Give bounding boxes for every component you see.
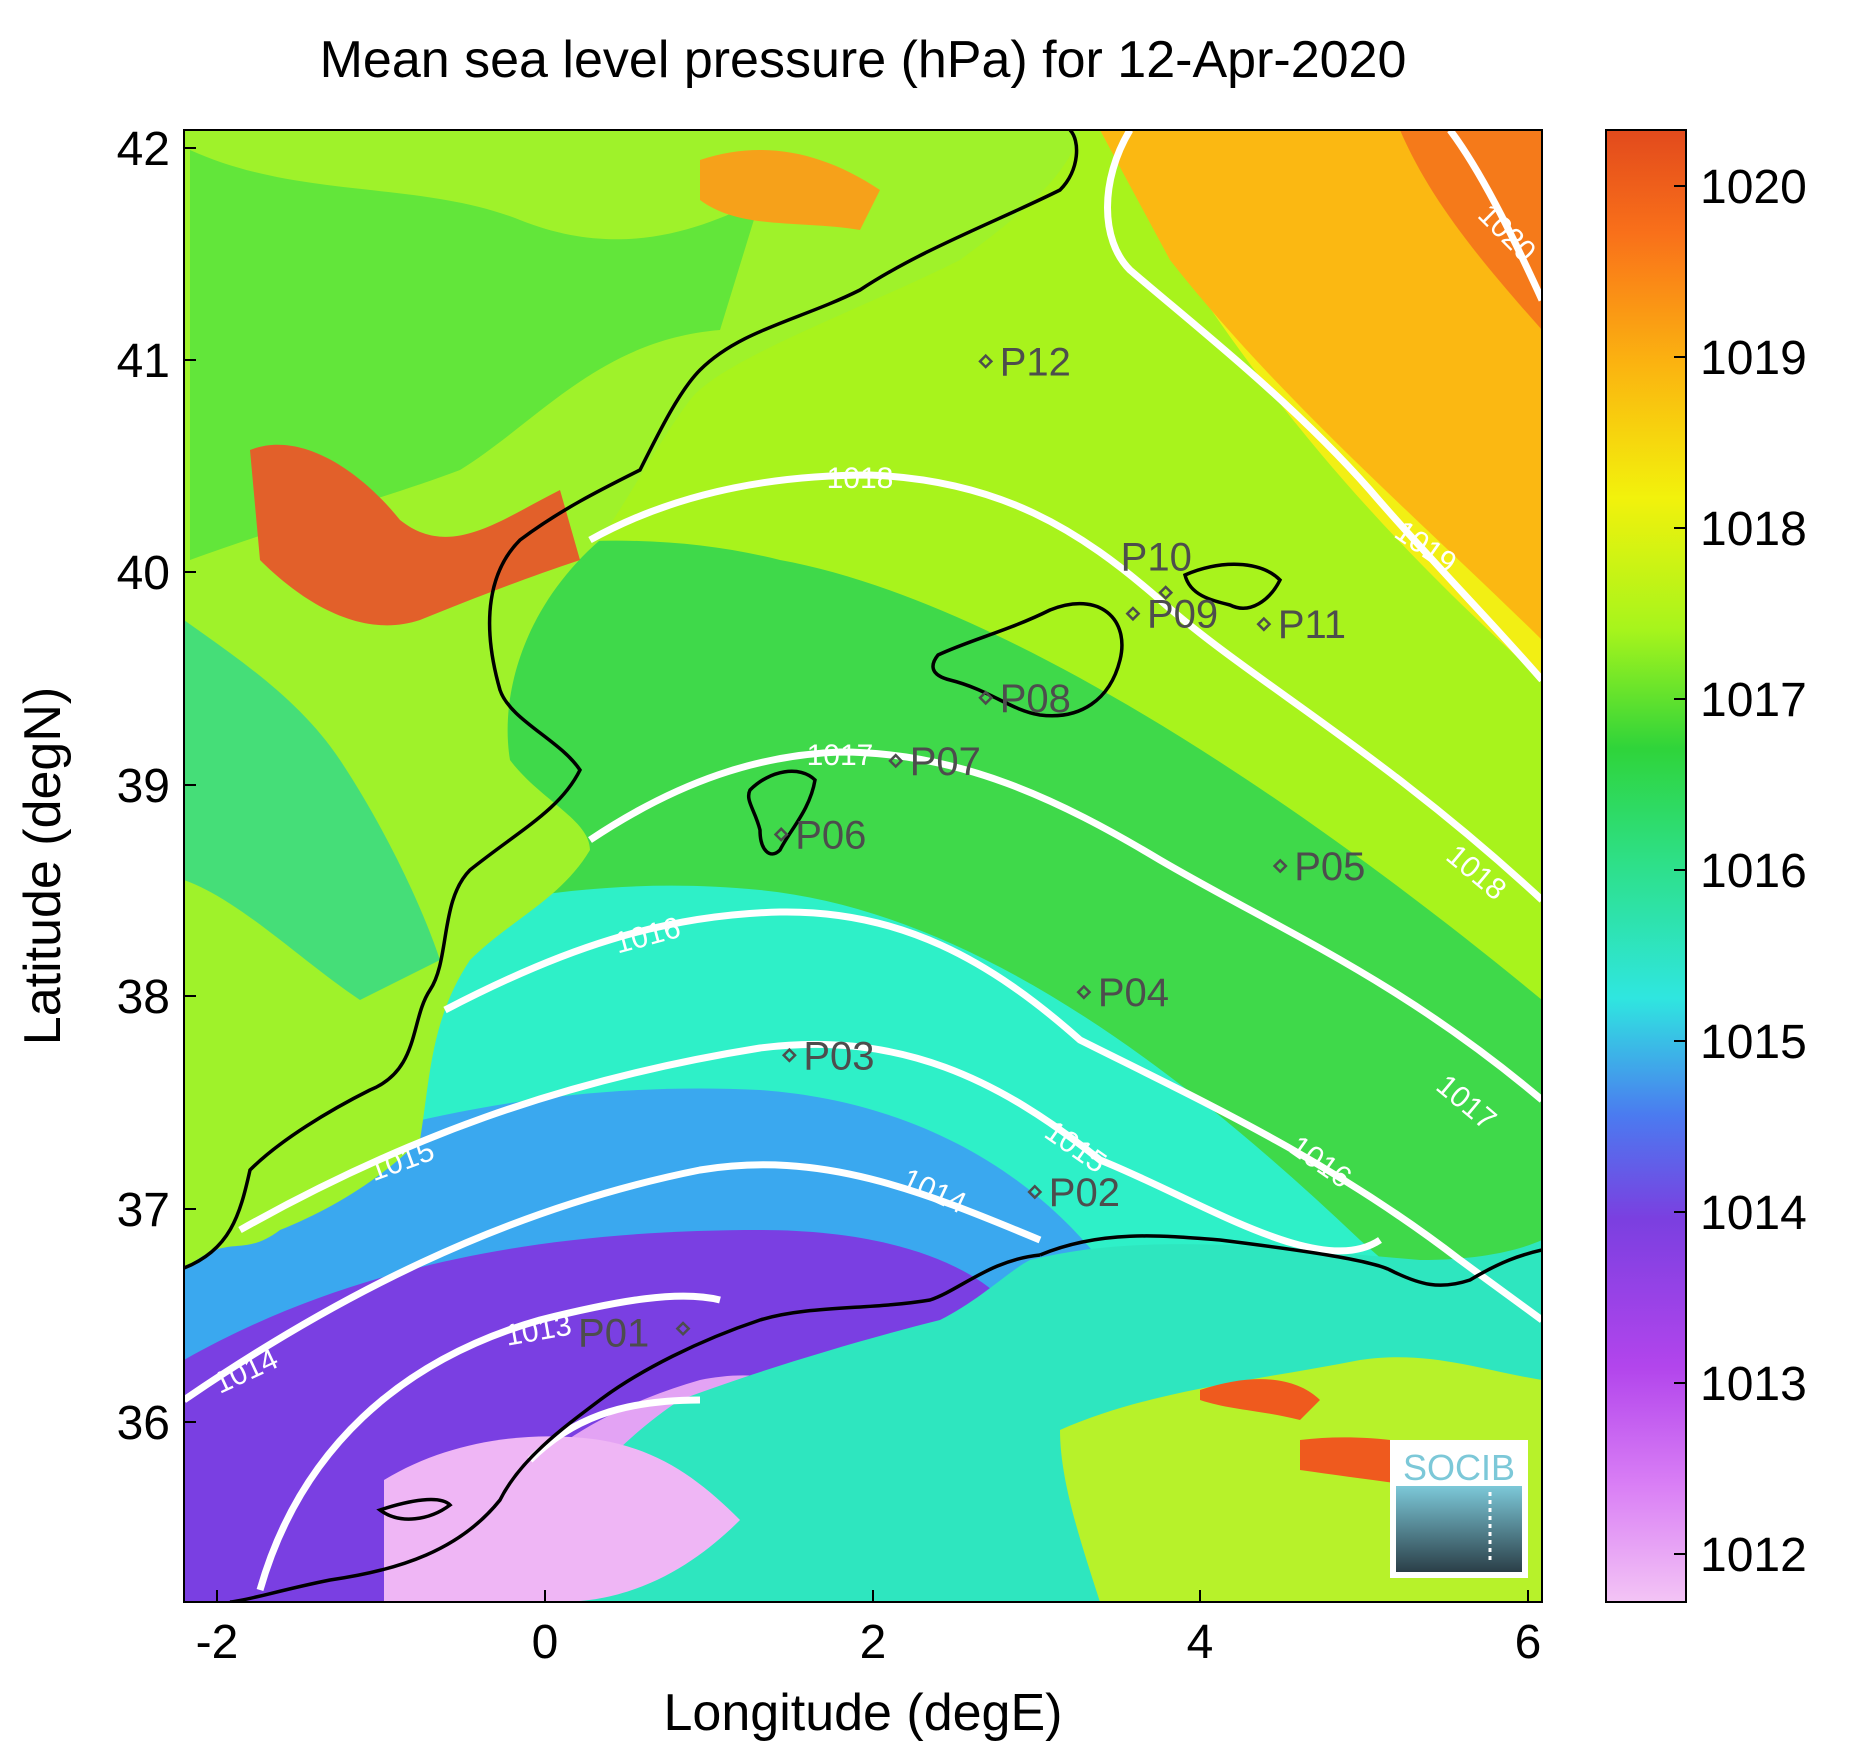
station-label: P01 [578, 1312, 649, 1356]
ibiza-outline [747, 769, 817, 856]
station-label: P08 [1000, 677, 1071, 721]
mallorca-outline [931, 602, 1124, 718]
station-label: P11 [1278, 603, 1346, 647]
map-frame [183, 129, 1543, 1603]
map-title: Mean sea level pressure (hPa) for 12-Apr… [320, 31, 1407, 89]
isobars [184, 130, 1542, 1591]
station-marker [978, 353, 994, 369]
x-axis-label: Longitude (degE) [664, 1684, 1063, 1742]
y-tick-label: 40 [117, 547, 170, 600]
colorbar-tick-label: 1013 [1700, 1358, 1807, 1411]
colorbar-tick-label: 1012 [1700, 1529, 1807, 1582]
colorbar-tick-label: 1015 [1700, 1016, 1807, 1069]
colorbar-tick-label: 1016 [1700, 845, 1807, 898]
x-tick-label: 4 [1187, 1616, 1214, 1669]
station-marker [1256, 616, 1272, 632]
y-tick-label: 41 [117, 335, 170, 388]
station-marker [1272, 858, 1288, 874]
station-marker [978, 690, 994, 706]
y-tick-label: 36 [117, 1397, 170, 1450]
station-label: P07 [910, 740, 981, 784]
station-label: P02 [1049, 1171, 1120, 1215]
x-axis: -2 0 2 4 6 Longitude (degE) [196, 1590, 1542, 1742]
colorbar-tick-label: 1019 [1700, 332, 1807, 385]
station-marker [1076, 984, 1092, 1000]
contour-label: 1017 [807, 739, 874, 772]
y-axis: 36 37 38 39 40 41 42 Latitude (degN) [14, 123, 196, 1450]
station-label: P12 [1000, 340, 1071, 384]
x-tick-label: 0 [532, 1616, 559, 1669]
station-marker [1158, 585, 1174, 601]
contour-label: 1018 [827, 462, 894, 495]
station-marker [1125, 606, 1141, 622]
logo-text: SOCIB [1403, 1447, 1515, 1488]
y-tick-label: 42 [117, 123, 170, 176]
colorbar-gradient [1605, 129, 1687, 1603]
colorbar: 1012 1013 1014 1015 1016 1017 1018 1019 … [1605, 129, 1807, 1603]
station-marker [675, 1321, 691, 1337]
y-tick-label: 37 [117, 1184, 170, 1237]
colorbar-tick-label: 1017 [1700, 674, 1807, 727]
station-label: P05 [1294, 845, 1365, 889]
station-marker [781, 1047, 797, 1063]
station-label: P04 [1098, 971, 1169, 1015]
station-label: P10 [1121, 536, 1192, 580]
station-marker [1027, 1184, 1043, 1200]
station-marker [888, 753, 904, 769]
x-tick-label: 2 [860, 1616, 887, 1669]
colorbar-tick-label: 1020 [1700, 161, 1807, 214]
colorbar-tick-label: 1018 [1700, 503, 1807, 556]
pressure-field [184, 130, 1542, 1602]
station-marker [773, 827, 789, 842]
x-tick-label: 6 [1515, 1616, 1542, 1669]
menorca-outline [1182, 562, 1283, 610]
station-points: P01 P02 P03 P04 P05 P06 P07 P08 P09 P10 P11 P12 [578, 340, 1365, 1355]
x-tick-label: -2 [196, 1616, 239, 1669]
colorbar-tick-label: 1014 [1700, 1187, 1807, 1240]
station-label: P06 [795, 813, 866, 857]
socib-logo: SOCIB [1390, 1440, 1528, 1578]
station-label: P03 [803, 1034, 874, 1078]
coastline [184, 130, 1542, 1602]
y-tick-label: 38 [117, 971, 170, 1024]
y-tick-label: 39 [117, 760, 170, 813]
station-label: P09 [1147, 593, 1218, 637]
y-axis-label: Latitude (degN) [14, 687, 72, 1045]
